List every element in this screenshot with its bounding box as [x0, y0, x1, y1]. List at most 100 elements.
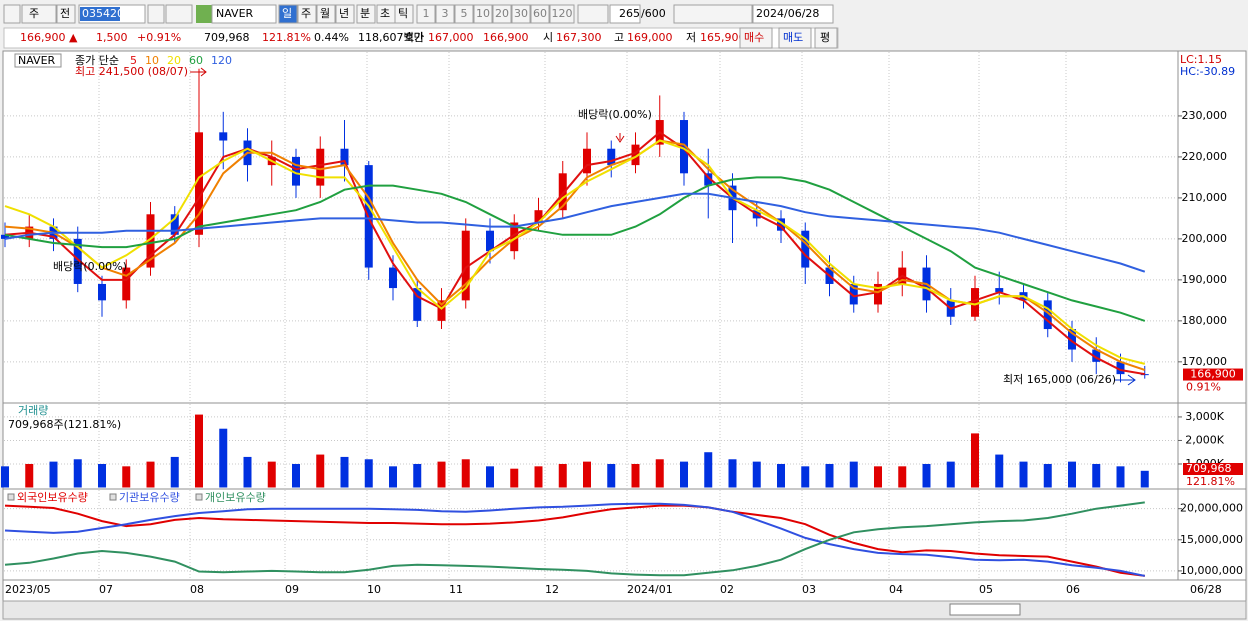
count-button[interactable] [435, 4, 455, 24]
count-button[interactable] [473, 4, 493, 24]
interval-button[interactable] [335, 4, 355, 24]
volume-bar [170, 456, 179, 488]
x-tick-label: 02 [720, 583, 734, 596]
volume-bar [146, 461, 155, 488]
quote-box [3, 27, 839, 49]
volume-bar [461, 459, 470, 488]
volume-bar [1092, 463, 1101, 488]
y-tick-label: 20,000,000 [1180, 502, 1243, 515]
candle-body [486, 230, 494, 252]
interval-button[interactable] [356, 4, 376, 24]
count-button[interactable] [511, 4, 531, 24]
count-label: 10 [476, 7, 490, 20]
count-button[interactable] [416, 4, 436, 24]
search-button[interactable] [147, 4, 165, 24]
ma-legend: 5 [130, 54, 137, 67]
candle-body [558, 173, 567, 211]
interval-button[interactable] [316, 4, 336, 24]
volume-bar [1, 466, 9, 488]
bars: 265 [619, 7, 640, 20]
bars-input[interactable] [609, 4, 641, 24]
volume-bar [98, 463, 106, 488]
annotation: 배당락(0.00%) [578, 108, 652, 121]
date-input[interactable] [752, 4, 834, 24]
volume-bar [898, 466, 907, 488]
volume-bar [946, 461, 955, 488]
count-button[interactable] [454, 4, 474, 24]
price: 166,900 ▲ [20, 31, 78, 44]
interval-group: 일 주 월 년 분 초 틱 1 3 5 10 20 30 60 120 [278, 4, 575, 24]
menu-button[interactable] [3, 4, 21, 24]
volume-bar [583, 461, 591, 488]
x-tick-label: 03 [802, 583, 816, 596]
sell: 매도 [783, 31, 803, 44]
compare-button[interactable] [56, 4, 76, 24]
volume-bar [752, 461, 761, 488]
scrollbar[interactable] [2, 600, 1247, 620]
eval-button[interactable] [814, 27, 838, 49]
candle-body [1068, 329, 1076, 350]
candle-body [995, 288, 1004, 293]
count-button[interactable] [549, 4, 575, 24]
volume-bar [364, 459, 373, 488]
sound-button[interactable] [165, 4, 193, 24]
arrow [190, 67, 207, 77]
count-button[interactable] [530, 4, 550, 24]
buy-button[interactable] [739, 27, 773, 49]
sell-button[interactable] [778, 27, 812, 49]
change: 1,500 [96, 31, 128, 44]
annotation: 배당락(0.00%) [53, 260, 127, 273]
x-tick-label: 2024/01 [627, 583, 673, 596]
candle-body [437, 300, 446, 321]
volume: 709,968 [204, 31, 250, 44]
volume-bar [122, 466, 131, 488]
volume-bar [25, 463, 34, 488]
zoom-slider[interactable] [949, 603, 1021, 616]
annotation: 최고 241,500 (08/07) [75, 65, 188, 78]
candle-body [534, 210, 543, 223]
x-tick-label: 08 [190, 583, 204, 596]
y-tick-label: 190,000 [1182, 273, 1228, 286]
series-line [4, 192, 1146, 273]
interval-label: 년 [339, 7, 349, 20]
x-tick-label: 10 [367, 583, 381, 596]
period-select[interactable] [21, 4, 57, 24]
dropdown[interactable] [577, 4, 609, 24]
count-button[interactable] [492, 4, 512, 24]
candle-body [1116, 361, 1125, 375]
interval-button[interactable] [297, 4, 317, 24]
volume-ratio: 121.81% [262, 31, 311, 44]
candle-body [219, 132, 228, 141]
name-box [211, 4, 277, 24]
y-tick-label: 230,000 [1182, 109, 1228, 122]
candle-body [461, 230, 470, 301]
volume-bar [874, 466, 882, 488]
panel-subtitle: 709,968주(121.81%) [8, 418, 121, 431]
new-button[interactable] [196, 5, 212, 23]
y-tick-label: 200,000 [1182, 232, 1228, 245]
candle-body [607, 148, 616, 166]
high-label: 고 [614, 31, 624, 44]
x-tick-label: 06/28 [1190, 583, 1222, 596]
y-tick-label: 170,000 [1182, 355, 1228, 368]
volume-bar [607, 463, 616, 488]
x-tick-label: 05 [979, 583, 993, 596]
volume-bar [777, 463, 785, 488]
interval-button[interactable] [278, 4, 298, 24]
candle-body [340, 148, 349, 166]
candle-body [1092, 349, 1101, 362]
volume-bar [219, 428, 228, 488]
volume-bar [801, 466, 810, 488]
tool-buttons[interactable] [673, 4, 753, 24]
stock-name: NAVER [216, 7, 254, 20]
interval-button[interactable] [394, 4, 414, 24]
candle-body [292, 156, 300, 186]
date: 2024/06/28 [756, 7, 819, 20]
interval-label: 틱 [398, 7, 408, 20]
volume-bar [534, 466, 543, 488]
low: 165,900 [700, 31, 746, 44]
hc-label: HC:-30.89 [1180, 65, 1235, 78]
lc-label: LC:1.15 [1180, 53, 1222, 66]
y-tick-label: 15,000,000 [1180, 533, 1243, 546]
